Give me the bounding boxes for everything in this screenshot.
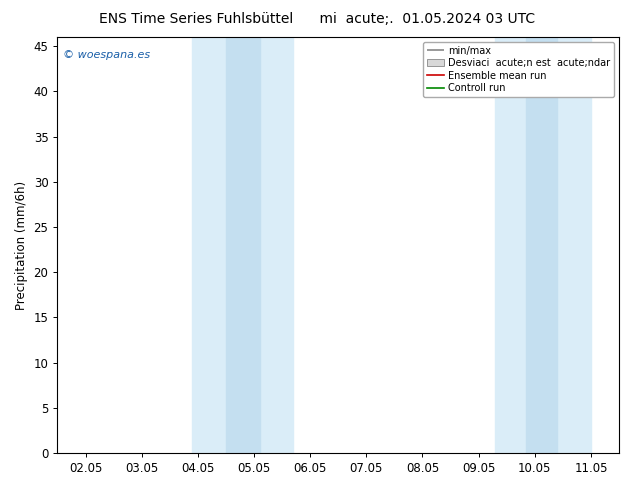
Legend: min/max, Desviaci  acute;n est  acute;ndar, Ensemble mean run, Controll run: min/max, Desviaci acute;n est acute;ndar… [423,42,614,97]
Text: © woespana.es: © woespana.es [63,49,150,59]
Text: ENS Time Series Fuhlsbüttel      mi  acute;.  01.05.2024 03 UTC: ENS Time Series Fuhlsbüttel mi acute;. 0… [99,12,535,26]
Bar [526,37,557,453]
Bar [192,37,294,453]
Y-axis label: Precipitation (mm/6h): Precipitation (mm/6h) [15,180,28,310]
Bar [226,37,259,453]
Bar [495,37,591,453]
